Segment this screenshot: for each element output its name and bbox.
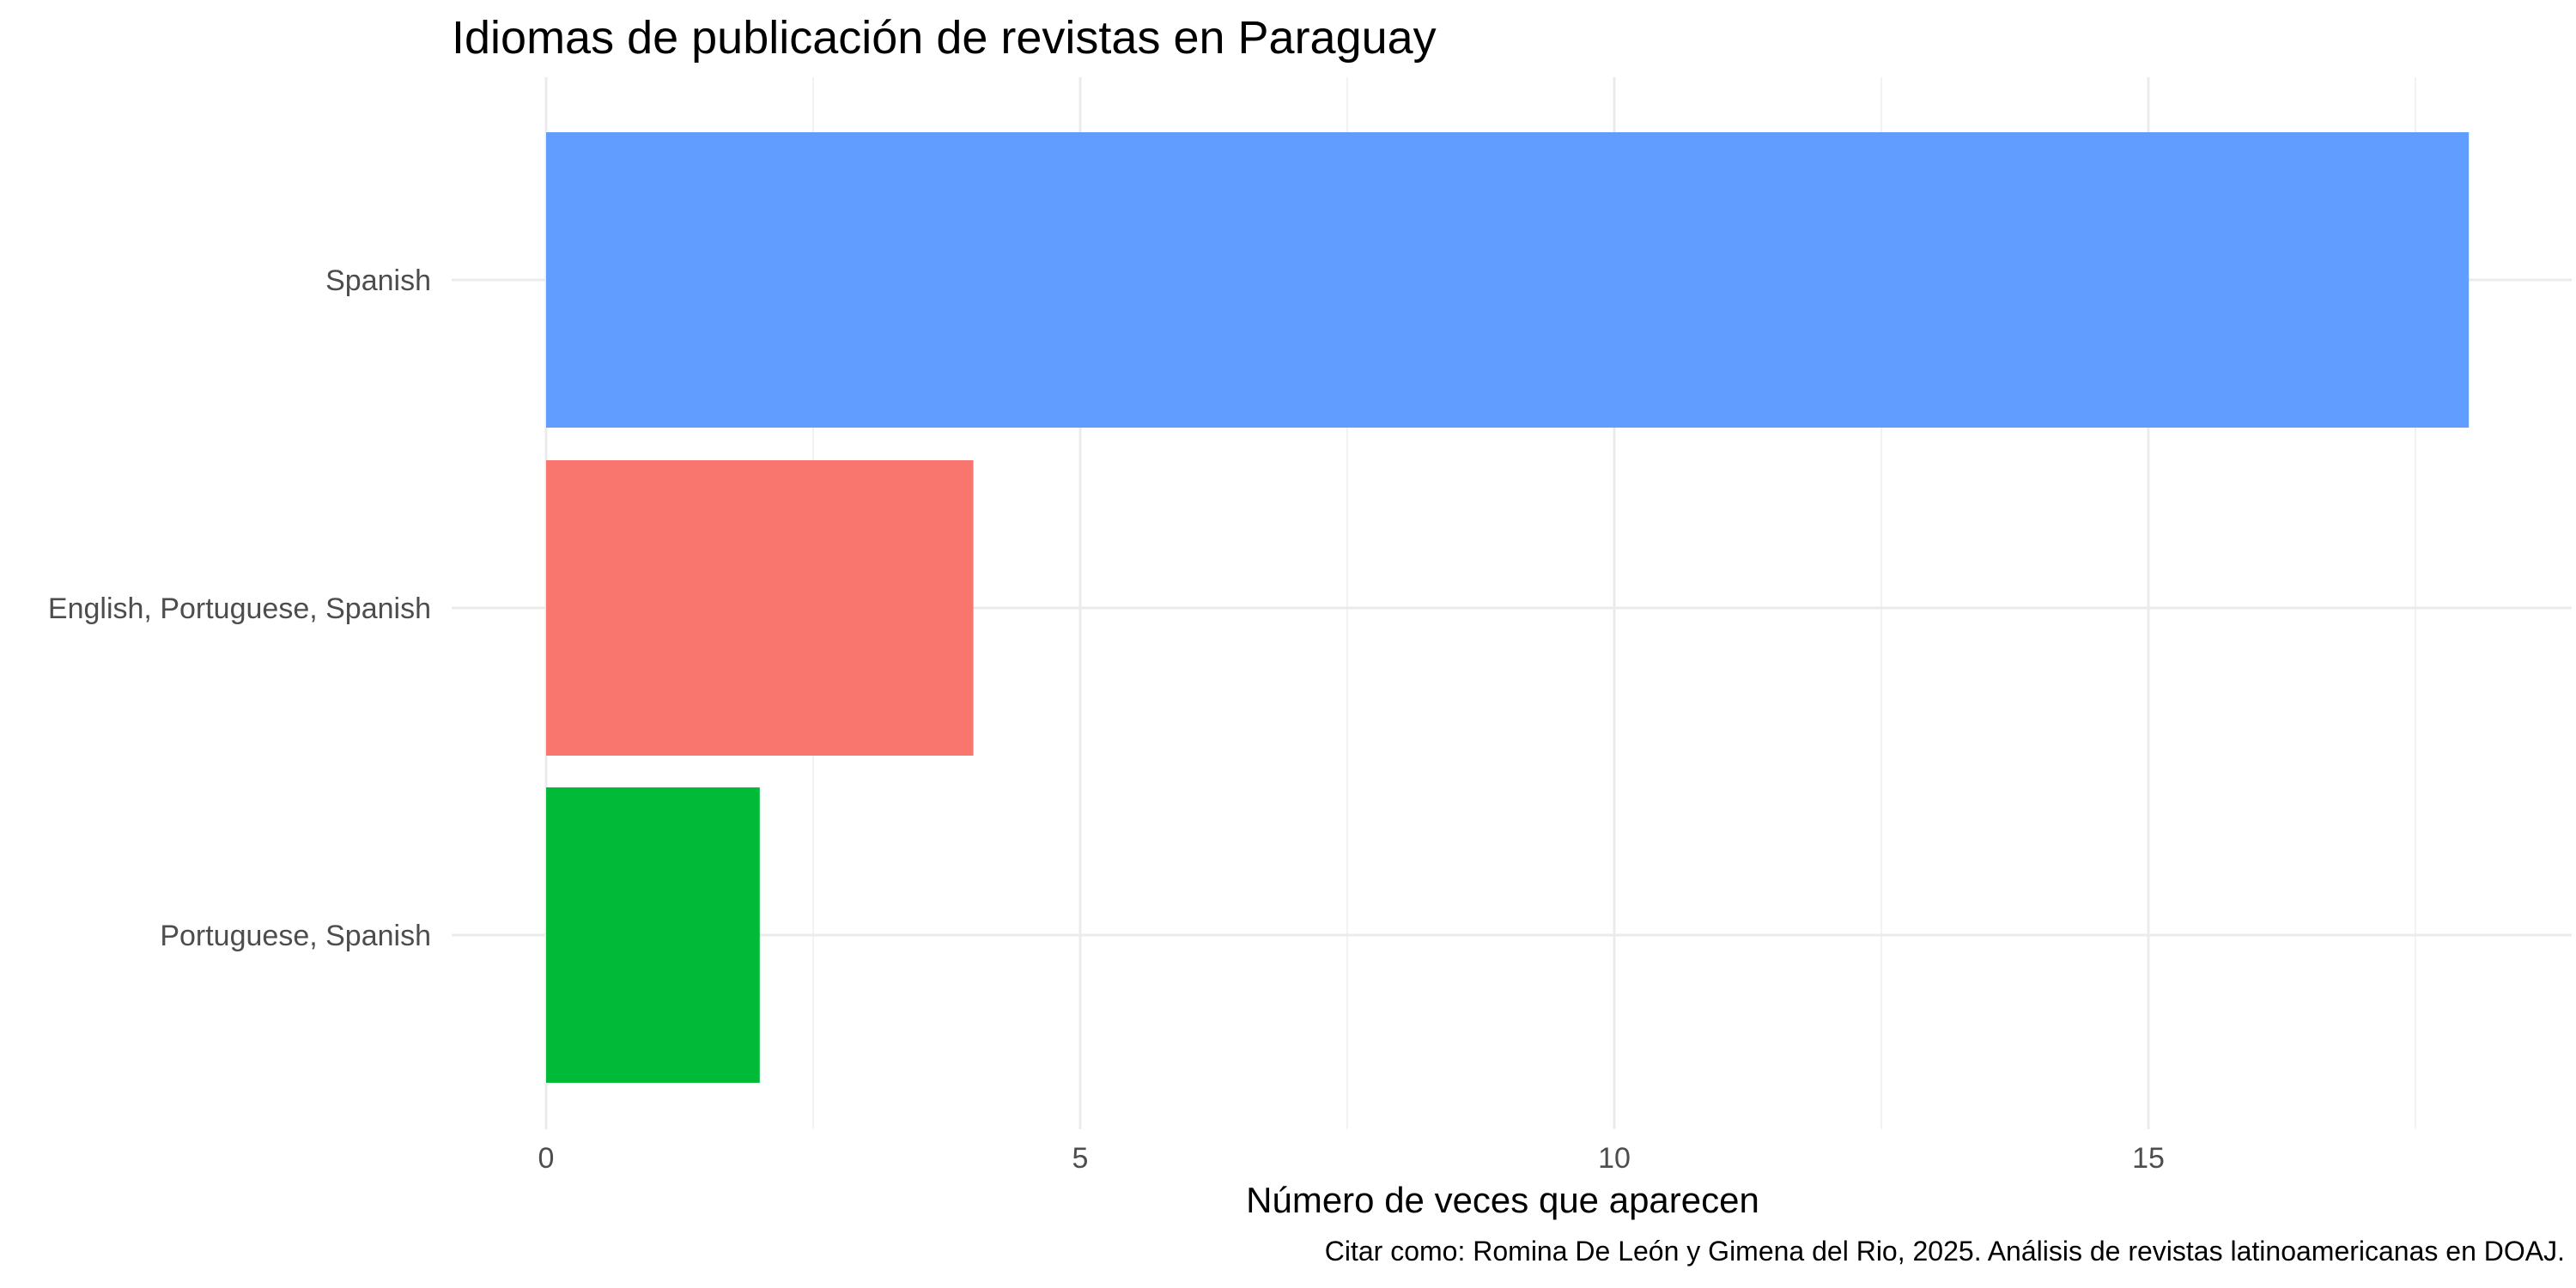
x-tick-label: 0	[538, 1142, 555, 1175]
x-tick-label: 10	[1598, 1142, 1631, 1175]
bar	[546, 460, 974, 756]
chart-title: Idiomas de publicación de revistas en Pa…	[452, 12, 1437, 64]
bar	[546, 132, 2470, 428]
x-axis-ticks: 0 5 10 15	[538, 1142, 2165, 1175]
y-tick-label: English, Portuguese, Spanish	[48, 592, 431, 625]
x-tick-label: 5	[1072, 1142, 1089, 1175]
x-tick-label: 15	[2132, 1142, 2165, 1175]
y-axis-ticks: Spanish English, Portuguese, Spanish Portu…	[48, 264, 431, 952]
x-axis-title: Número de veces que aparecen	[1246, 1180, 1759, 1220]
bar	[546, 787, 760, 1083]
chart-caption: Citar como: Romina De León y Gimena del …	[1325, 1236, 2565, 1267]
y-tick-label: Spanish	[325, 264, 431, 297]
bars-layer	[546, 132, 2470, 1083]
y-tick-label: Portuguese, Spanish	[160, 920, 431, 952]
